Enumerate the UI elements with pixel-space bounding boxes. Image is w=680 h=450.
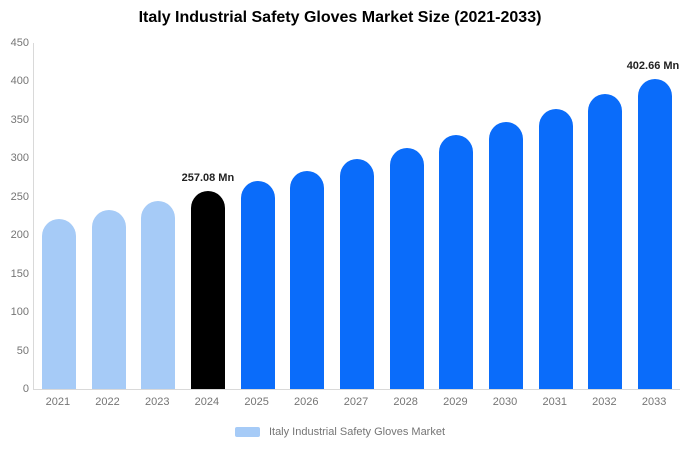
x-tick-label: 2028 (393, 396, 418, 408)
x-tick-label: 2022 (95, 396, 120, 408)
bar-column (84, 43, 134, 389)
x-tick-label: 2026 (294, 396, 319, 408)
bar-column (432, 43, 482, 389)
x-tick-label: 2023 (144, 396, 170, 408)
bar-column (133, 43, 183, 389)
x-tick-label: 2027 (343, 396, 369, 408)
x-tick-label: 2033 (641, 396, 667, 408)
bar-2025 (240, 181, 275, 389)
x-tick-label: 2025 (244, 396, 269, 408)
bar-column (332, 43, 382, 389)
x-tick-label: 2032 (592, 396, 617, 408)
x-axis-labels: 2021 2022 2023 2024 2025 2026 2027 2028 2029 2030… (33, 396, 679, 408)
bar-2031 (538, 108, 573, 389)
chart-title: Italy Industrial Safety Gloves Market Si… (138, 9, 542, 26)
y-tick-label: 400 (10, 75, 29, 88)
bar-2027 (339, 159, 374, 389)
bar-2022 (91, 210, 126, 389)
bar-column: 402.66 Mn (626, 43, 680, 389)
y-tick-label: 100 (10, 306, 29, 319)
y-tick-label: 0 (22, 383, 29, 395)
bar-2021 (41, 218, 76, 389)
bar-2030 (489, 122, 524, 389)
bar-2032 (588, 94, 623, 389)
bar-column (481, 43, 531, 389)
bar-column (531, 43, 581, 389)
bar-2028 (389, 147, 424, 389)
y-tick-label: 200 (10, 229, 29, 242)
bar-2023 (141, 200, 176, 389)
bar-column (34, 43, 84, 389)
bar-2029 (439, 135, 474, 389)
y-tick-label: 300 (10, 152, 29, 165)
y-tick-label: 450 (10, 37, 29, 49)
bar-column: 257.08 Mn (181, 43, 235, 389)
legend: Italy Industrial Safety Gloves Market (0, 426, 680, 438)
bar-value-label: 402.66 Mn (626, 60, 680, 73)
bar-column (382, 43, 432, 389)
bar-2033 (638, 79, 673, 389)
bar-column (282, 43, 332, 389)
y-tick-label: 350 (10, 113, 29, 126)
x-tick-label: 2029 (443, 396, 468, 408)
y-tick-label: 50 (16, 344, 29, 357)
bar-column (581, 43, 631, 389)
bar-2024 (190, 191, 225, 389)
legend-label: Italy Industrial Safety Gloves Market (268, 426, 446, 438)
legend-swatch (234, 427, 260, 437)
x-tick-label: 2031 (542, 396, 567, 408)
x-tick-label: 2024 (194, 396, 220, 408)
y-axis: 0 50 100 150 200 250 300 350 400 450 (0, 37, 29, 395)
bar-value-label: 257.08 Mn (181, 172, 235, 185)
x-tick-label: 2021 (45, 396, 71, 408)
y-tick-label: 250 (10, 190, 29, 203)
plot-area: 257.08 Mn 402.66 Mn (33, 43, 680, 390)
bar-column (233, 43, 283, 389)
bar-2026 (290, 170, 325, 389)
x-tick-label: 2030 (492, 396, 518, 408)
y-tick-label: 150 (10, 267, 29, 280)
